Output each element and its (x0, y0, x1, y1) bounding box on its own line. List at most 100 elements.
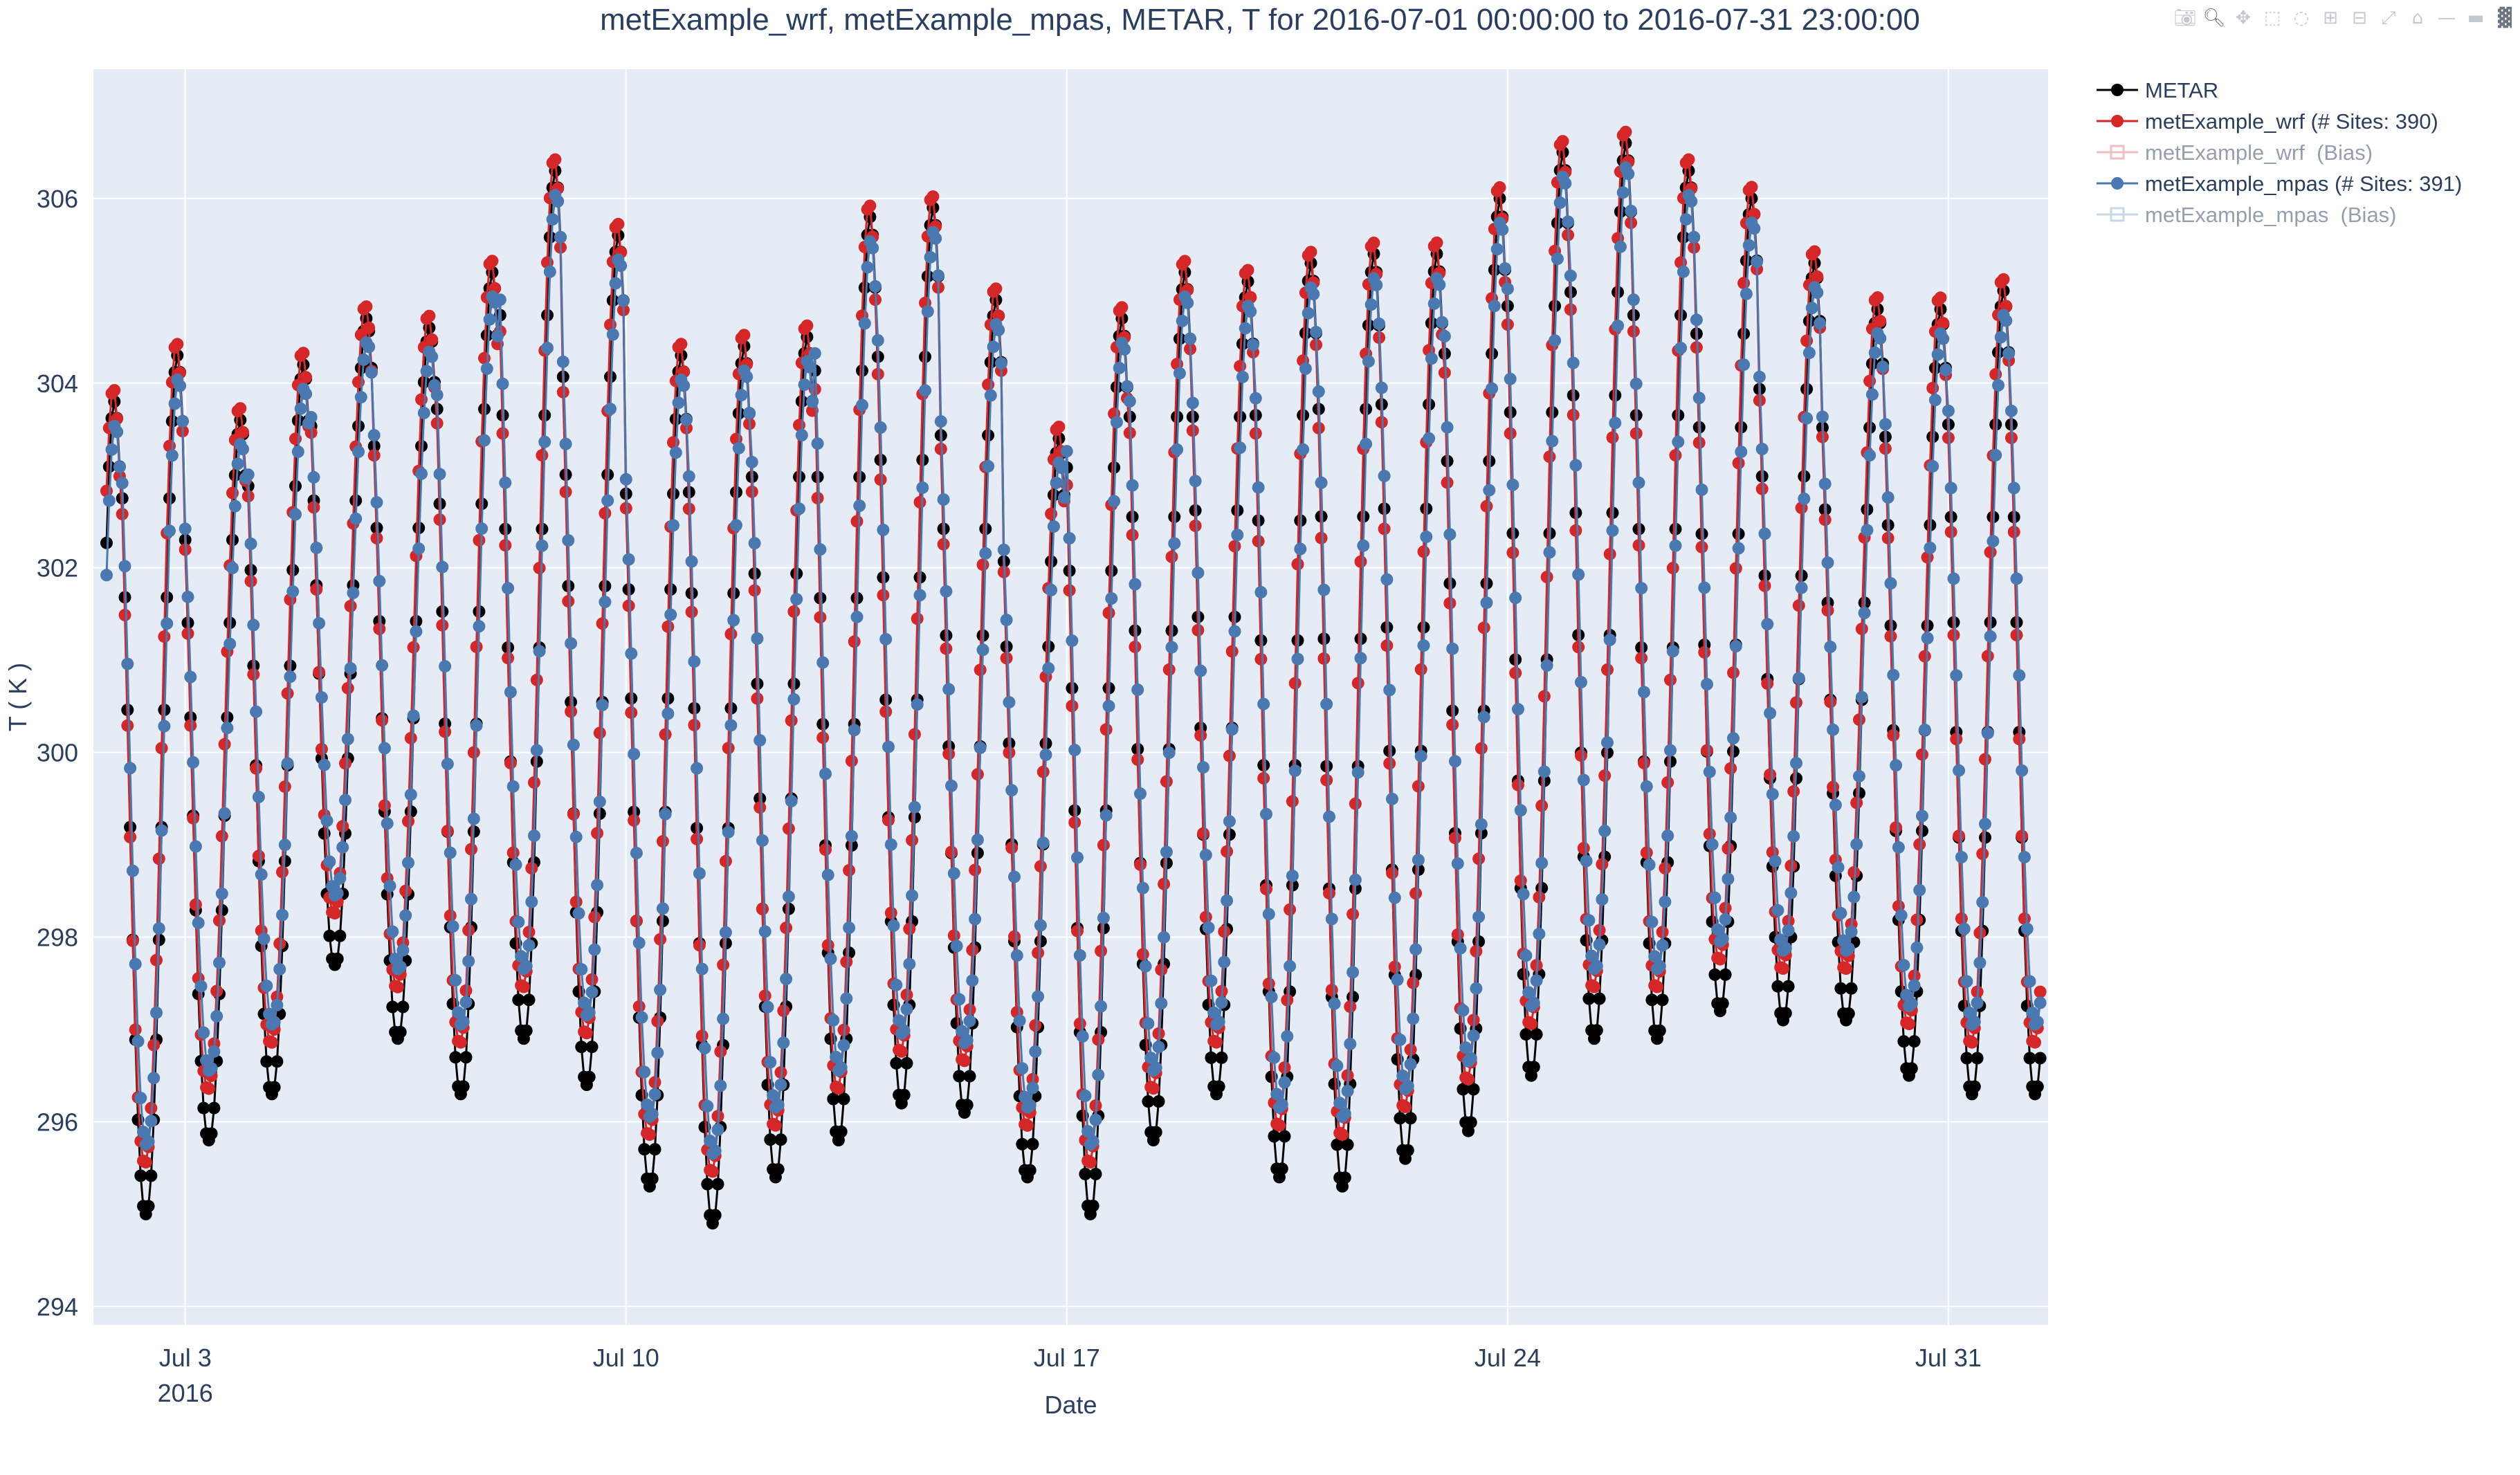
data-point-metexample_wrf (1409, 887, 1423, 900)
data-point-metexample_mpas (758, 925, 771, 938)
data-point-metexample_mpas (848, 724, 861, 737)
legend-item-wrf-bias[interactable]: metExample_wrf (Bias) (2090, 137, 2462, 168)
data-point-metexample_mpas (940, 585, 953, 598)
data-point-metexample_mpas (588, 943, 601, 956)
pan-icon[interactable]: ✥ (2236, 8, 2251, 28)
data-point-metexample_mpas (761, 1000, 774, 1014)
data-point-metexample_mpas (1459, 1041, 1472, 1054)
data-point-metexample_wrf (517, 980, 530, 993)
y-tick-label: 306 (37, 185, 78, 213)
data-point-metexample_mpas (1947, 572, 1960, 585)
data-point-metexample_mpas (1973, 956, 1987, 969)
data-point-metexample_wrf (612, 217, 625, 230)
data-point-metexample_mpas (971, 833, 984, 846)
data-point-metexample_mpas (1881, 491, 1894, 504)
data-point-metexample_mpas (525, 895, 538, 908)
legend-item-mpas[interactable]: metExample_mpas (# Sites: 391) (2090, 168, 2462, 199)
data-point-metar (774, 1133, 787, 1146)
data-point-metexample_mpas (1409, 943, 1423, 956)
data-point-metexample_mpas (1488, 300, 1501, 313)
data-point-metexample_mpas (470, 719, 483, 732)
data-point-metexample_mpas (724, 719, 738, 732)
data-point-metexample_wrf (1758, 579, 1771, 592)
data-point-metexample_wrf (1225, 645, 1239, 658)
data-point-metexample_mpas (1386, 792, 1398, 805)
data-point-metexample_mpas (1564, 269, 1577, 282)
data-point-metexample_mpas (1302, 306, 1315, 320)
data-point-metexample_mpas (1026, 1081, 1039, 1094)
data-point-metexample_mpas (1278, 1076, 1291, 1089)
legend-swatch-wrf (2097, 115, 2138, 127)
home-icon[interactable]: ⌂ (2411, 8, 2424, 28)
data-point-metexample_mpas (1092, 1068, 1105, 1081)
data-point-metexample_mpas (1010, 949, 1023, 962)
legend-item-mpas-bias[interactable]: metExample_mpas (Bias) (2090, 199, 2462, 230)
data-point-metexample_wrf (373, 623, 386, 635)
data-point-metexample_wrf (1095, 944, 1108, 958)
data-point-metexample_mpas (179, 522, 192, 535)
data-point-metexample_mpas (1097, 911, 1110, 924)
data-point-metar (960, 1099, 974, 1112)
data-point-metexample_mpas (691, 762, 704, 775)
camera-icon[interactable]: 📷︎ (2173, 8, 2197, 28)
data-point-metexample_wrf (315, 742, 328, 755)
data-point-metexample_wrf (1695, 540, 1708, 553)
spike-lines-icon[interactable]: — (2438, 8, 2456, 28)
y-tick-label: 300 (37, 739, 78, 767)
data-point-metexample_mpas (1764, 706, 1777, 720)
box-select-icon[interactable]: ⬚ (2263, 8, 2281, 28)
data-point-metexample_mpas (1596, 893, 1609, 906)
data-point-metexample_mpas (596, 699, 609, 711)
data-point-metexample_mpas (228, 500, 241, 513)
zoom-out-icon[interactable]: ⊟ (2352, 8, 2367, 28)
data-point-metexample_mpas (1265, 991, 1278, 1004)
data-point-metexample_mpas (320, 814, 334, 827)
data-point-metexample_mpas (165, 449, 179, 462)
data-point-metexample_mpas (1580, 854, 1593, 868)
data-point-metar (638, 1143, 651, 1156)
data-point-metexample_mpas (1818, 477, 1832, 491)
data-point-metexample_mpas (1068, 744, 1081, 757)
data-point-metar (1275, 1162, 1288, 1175)
data-point-metexample_mpas (565, 637, 578, 650)
plotly-logo-icon[interactable]: ▓ (2498, 8, 2512, 28)
data-point-metexample_mpas (276, 908, 289, 922)
data-point-metexample_mpas (1648, 950, 1661, 963)
data-point-metexample_mpas (465, 892, 477, 906)
data-point-metexample_wrf (874, 473, 887, 486)
data-point-metexample_wrf (1414, 663, 1427, 676)
data-point-metexample_wrf (769, 1119, 782, 1132)
legend-item-metar[interactable]: METAR (2090, 75, 2462, 106)
data-point-metar (1338, 1171, 1351, 1184)
data-point-metar (1297, 409, 1310, 422)
data-point-metar (1645, 993, 1659, 1007)
x-axis-title: Date (1044, 1391, 1097, 1419)
data-point-metexample_mpas (659, 807, 672, 821)
data-point-metexample_mpas (1457, 1004, 1470, 1017)
data-point-metexample_wrf (1997, 273, 2010, 286)
data-point-metexample_wrf (276, 865, 289, 879)
data-point-metexample_wrf (525, 862, 538, 874)
data-point-metexample_mpas (1800, 412, 1814, 425)
data-point-metexample_mpas (837, 1038, 850, 1052)
zoom-icon[interactable]: 🔍︎ (2202, 8, 2226, 28)
data-point-metexample_mpas (244, 538, 257, 550)
data-point-metar (856, 364, 868, 377)
data-point-metexample_mpas (449, 973, 462, 987)
data-point-metexample_mpas (250, 705, 263, 718)
data-point-metar (583, 1070, 596, 1083)
hover-closest-icon[interactable]: ▬ (2467, 8, 2485, 28)
data-point-metar (1486, 347, 1499, 360)
data-point-metexample_mpas (383, 879, 396, 892)
data-point-metexample_mpas (1884, 577, 1897, 590)
legend-item-wrf[interactable]: metExample_wrf (# Sites: 390) (2090, 106, 2462, 137)
data-point-metexample_mpas (1344, 1037, 1357, 1050)
zoom-in-icon[interactable]: ⊞ (2323, 8, 2338, 28)
autoscale-icon[interactable]: ⤢ (2381, 7, 2396, 28)
data-point-metexample_wrf (1134, 858, 1147, 871)
data-point-metexample_wrf (845, 754, 858, 767)
data-point-metexample_mpas (982, 459, 995, 473)
lasso-icon[interactable]: ◌ (2293, 8, 2310, 28)
plot-area[interactable] (93, 69, 2048, 1325)
